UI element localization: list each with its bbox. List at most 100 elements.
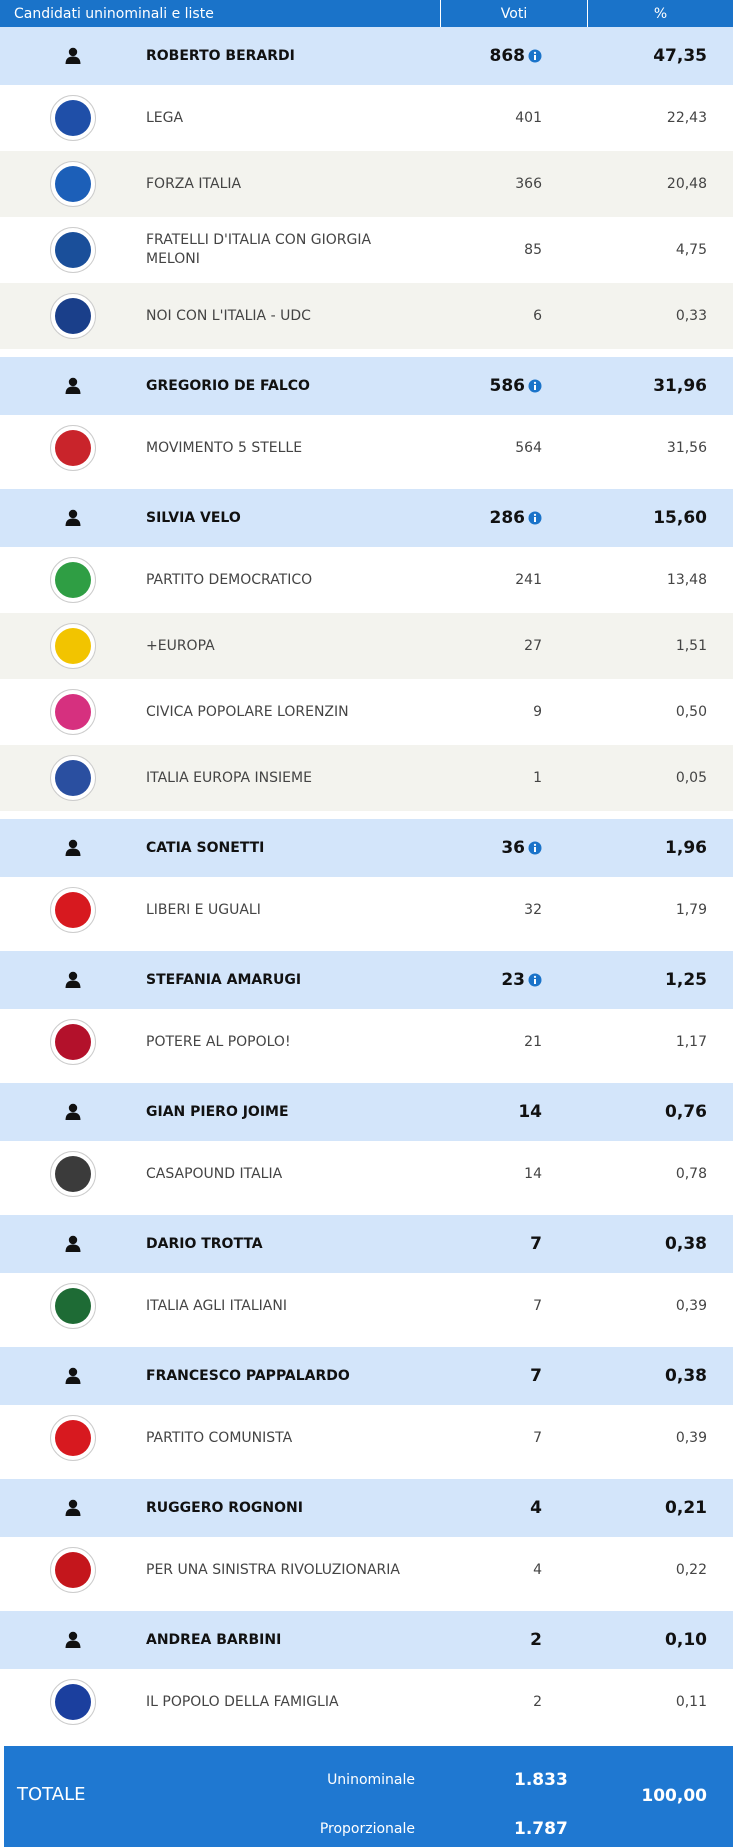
person-icon [65, 839, 81, 856]
icon-cell [0, 839, 146, 857]
candidate-name: DARIO TROTTA [146, 1235, 263, 1252]
candidate-percent: 0,76 [665, 1102, 707, 1122]
votes-cell: 286 [416, 508, 566, 528]
person-icon [65, 47, 81, 64]
list-row: ITALIA AGLI ITALIANI 7 0,39 [0, 1273, 733, 1339]
info-icon[interactable] [528, 49, 542, 63]
candidate-name: RUGGERO ROGNONI [146, 1499, 303, 1516]
party-logo [50, 1283, 96, 1329]
list-votes: 7 [533, 1298, 542, 1314]
info-icon[interactable] [528, 841, 542, 855]
party-logo [50, 95, 96, 141]
list-votes: 2 [533, 1694, 542, 1710]
candidate-votes: 286 [489, 508, 526, 528]
list-row: PARTITO DEMOCRATICO 241 13,48 [0, 547, 733, 613]
logo-cell [0, 1414, 146, 1462]
list-percent: 31,56 [666, 440, 707, 456]
list-percent: 4,75 [675, 242, 707, 258]
logo-cell [0, 160, 146, 208]
total-box: TOTALE Uninominale 1.833 Proporzionale 1… [4, 1746, 733, 1847]
person-icon [65, 1367, 81, 1384]
total-votes: 1.787 [514, 1819, 568, 1839]
group-gap [0, 811, 733, 819]
list-percent: 0,50 [675, 704, 707, 720]
icon-cell [0, 47, 146, 65]
person-icon [65, 1235, 81, 1252]
person-icon [65, 1103, 81, 1120]
header-cell: % [653, 5, 668, 22]
list-name: FORZA ITALIA [146, 175, 242, 192]
candidate-name: FRANCESCO PAPPALARDO [146, 1367, 350, 1384]
logo-cell [0, 754, 146, 802]
candidate-row: ANDREA BARBINI 2 0,10 [0, 1611, 733, 1669]
icon-cell [0, 1499, 146, 1517]
candidate-name: CATIA SONETTI [146, 839, 265, 856]
list-row: LEGA 401 22,43 [0, 85, 733, 151]
icon-cell [0, 1367, 146, 1385]
logo-cell [0, 292, 146, 340]
candidate-row: FRANCESCO PAPPALARDO 7 0,38 [0, 1347, 733, 1405]
party-logo [50, 161, 96, 207]
candidate-row: SILVIA VELO 286 15,60 [0, 489, 733, 547]
list-votes: 14 [524, 1166, 542, 1182]
candidate-name: GREGORIO DE FALCO [146, 377, 310, 394]
list-name: LIBERI E UGUALI [146, 901, 261, 918]
logo-cell [0, 94, 146, 142]
logo-cell [0, 1282, 146, 1330]
list-percent: 0,33 [675, 308, 707, 324]
candidate-percent: 0,10 [665, 1630, 707, 1650]
candidate-row: GIAN PIERO JOIME 14 0,76 [0, 1083, 733, 1141]
list-percent: 22,43 [666, 110, 707, 126]
party-logo [50, 227, 96, 273]
logo-cell [0, 1678, 146, 1726]
logo-cell [0, 622, 146, 670]
info-icon[interactable] [528, 379, 542, 393]
candidate-percent: 47,35 [653, 46, 707, 66]
candidate-row: RUGGERO ROGNONI 4 0,21 [0, 1479, 733, 1537]
party-logo [50, 557, 96, 603]
table-header: Candidati uninominali e liste Voti % [0, 0, 733, 27]
list-votes: 7 [533, 1430, 542, 1446]
list-percent: 0,11 [675, 1694, 707, 1710]
list-name: MOVIMENTO 5 STELLE [146, 439, 303, 456]
list-name: IL POPOLO DELLA FAMIGLIA [146, 1693, 339, 1710]
list-percent: 0,05 [675, 770, 707, 786]
votes-cell: 7 [416, 1234, 566, 1254]
votes-cell: 868 [416, 46, 566, 66]
info-icon[interactable] [528, 511, 542, 525]
list-percent: 1,17 [675, 1034, 707, 1050]
icon-cell [0, 1235, 146, 1253]
person-icon [65, 1499, 81, 1516]
group-gap [0, 1603, 733, 1611]
candidate-votes: 4 [530, 1498, 542, 1518]
party-logo [50, 623, 96, 669]
list-name: ITALIA AGLI ITALIANI [146, 1297, 287, 1314]
list-votes: 564 [515, 440, 542, 456]
group-gap [0, 481, 733, 489]
person-icon [65, 377, 81, 394]
list-name: PER UNA SINISTRA RIVOLUZIONARIA [146, 1561, 400, 1578]
list-percent: 0,39 [675, 1298, 707, 1314]
list-row: FORZA ITALIA 366 20,48 [0, 151, 733, 217]
list-votes: 241 [515, 572, 542, 588]
candidate-votes: 7 [530, 1366, 542, 1386]
info-icon[interactable] [528, 973, 542, 987]
candidate-votes: 14 [518, 1102, 542, 1122]
list-name: CIVICA POPOLARE LORENZIN [146, 703, 349, 720]
total-votes: 1.833 [514, 1770, 568, 1790]
total-row-label: Uninominale [327, 1772, 415, 1788]
candidate-percent: 0,38 [665, 1234, 707, 1254]
candidate-percent: 1,25 [665, 970, 707, 990]
logo-cell [0, 1150, 146, 1198]
list-name: +EUROPA [146, 637, 215, 654]
list-row: PER UNA SINISTRA RIVOLUZIONARIA 4 0,22 [0, 1537, 733, 1603]
candidate-row: ROBERTO BERARDI 868 47,35 [0, 27, 733, 85]
candidate-votes: 36 [501, 838, 525, 858]
list-votes: 32 [524, 902, 542, 918]
candidate-votes: 23 [501, 970, 525, 990]
party-logo [50, 1151, 96, 1197]
list-percent: 0,22 [675, 1562, 707, 1578]
list-name: LEGA [146, 109, 184, 126]
header-cell: Voti [441, 0, 588, 27]
party-logo [50, 293, 96, 339]
